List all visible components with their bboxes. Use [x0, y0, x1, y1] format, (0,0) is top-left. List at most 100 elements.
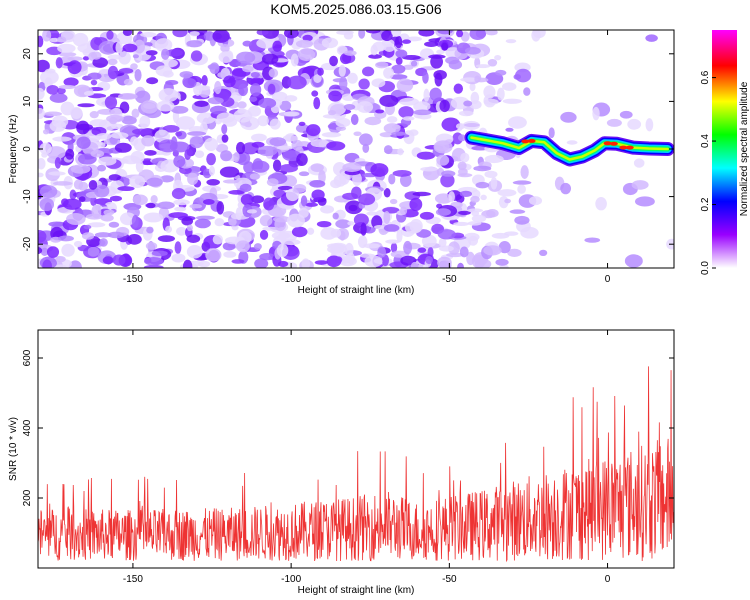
- noise-blob: [383, 224, 400, 232]
- noise-blob: [46, 84, 59, 95]
- noise-blob: [70, 107, 83, 120]
- noise-blob: [470, 195, 480, 203]
- noise-blob: [170, 105, 189, 114]
- noise-blob: [483, 85, 496, 99]
- noise-blob: [377, 246, 386, 258]
- noise-blob: [134, 39, 146, 54]
- noise-blob: [362, 143, 370, 153]
- noise-blob: [469, 30, 487, 40]
- snr-y-label: SNR (10 * v/v): [8, 417, 19, 481]
- noise-blob: [48, 221, 65, 227]
- noise-blob: [343, 104, 356, 111]
- noise-blob: [293, 183, 307, 193]
- noise-blob: [484, 170, 498, 178]
- noise-blob: [263, 197, 275, 211]
- noise-blob: [221, 124, 228, 135]
- noise-blob: [457, 167, 468, 176]
- noise-blob: [335, 126, 347, 131]
- noise-blob: [306, 227, 315, 235]
- noise-blob: [366, 211, 379, 216]
- noise-blob: [145, 202, 156, 209]
- noise-blob: [391, 131, 407, 136]
- snr-panel: -150 -100 -50 0 200 400 600 Height of straigh…: [8, 329, 675, 596]
- noise-blob: [160, 58, 178, 68]
- noise-blob: [94, 232, 112, 238]
- y-tick-label: -10: [22, 189, 33, 204]
- noise-blob: [130, 136, 139, 146]
- noise-blob: [438, 237, 447, 248]
- noise-blob: [274, 217, 287, 232]
- noise-blob: [110, 132, 129, 139]
- noise-blob: [446, 252, 464, 258]
- noise-blob: [624, 254, 643, 268]
- noise-blob: [251, 160, 270, 173]
- noise-blob: [627, 118, 642, 130]
- noise-blob: [207, 97, 224, 105]
- noise-blob: [483, 98, 499, 105]
- noise-blob: [460, 77, 479, 82]
- noise-blob: [236, 240, 250, 253]
- noise-blob: [290, 53, 299, 67]
- noise-blob: [320, 205, 335, 214]
- noise-blob: [186, 234, 201, 243]
- noise-blob: [276, 243, 289, 258]
- noise-blob: [335, 219, 351, 229]
- noise-blob: [42, 129, 50, 135]
- noise-blob: [528, 196, 543, 206]
- noise-blob: [235, 141, 246, 155]
- noise-blob: [107, 65, 119, 80]
- noise-blob: [458, 210, 471, 215]
- noise-blob: [409, 219, 423, 233]
- noise-blob: [364, 255, 383, 268]
- noise-blob: [145, 50, 158, 56]
- noise-blob: [634, 196, 655, 207]
- noise-blob: [257, 115, 269, 127]
- noise-blob: [383, 123, 401, 134]
- noise-blob: [57, 87, 66, 95]
- noise-blob: [467, 221, 482, 226]
- noise-blob: [190, 50, 203, 62]
- noise-blob: [38, 247, 43, 255]
- noise-blob: [375, 61, 389, 69]
- noise-blob: [313, 96, 321, 110]
- noise-blob: [548, 127, 555, 139]
- noise-blob: [383, 188, 391, 198]
- noise-blob: [38, 172, 44, 178]
- noise-blob: [470, 91, 480, 105]
- noise-blob: [311, 90, 319, 97]
- y-tick-label: 200: [22, 489, 33, 506]
- noise-blob: [453, 83, 464, 94]
- noise-blob: [298, 171, 310, 177]
- noise-blob: [515, 68, 532, 83]
- noise-blob: [560, 111, 577, 123]
- noise-blob: [338, 256, 357, 267]
- noise-blob: [99, 238, 108, 247]
- noise-blob: [395, 49, 408, 58]
- noise-blob: [645, 34, 658, 42]
- noise-blob: [592, 106, 600, 121]
- noise-blob: [279, 163, 298, 173]
- noise-blob: [469, 82, 476, 92]
- noise-blob: [645, 118, 654, 132]
- noise-blob: [195, 85, 211, 91]
- noise-blob: [283, 111, 300, 117]
- noise-blob: [373, 225, 386, 230]
- noise-blob: [212, 234, 224, 245]
- noise-blob: [356, 101, 374, 113]
- noise-blob: [97, 164, 107, 172]
- noise-blob: [58, 84, 77, 90]
- noise-blob: [277, 185, 293, 191]
- noise-blob: [335, 117, 351, 128]
- noise-blob: [165, 80, 179, 86]
- noise-blob: [144, 149, 157, 156]
- noise-blob: [100, 214, 114, 222]
- noise-blob: [143, 264, 164, 268]
- noise-blob: [233, 151, 240, 163]
- noise-blob: [464, 46, 481, 55]
- noise-blob: [394, 35, 403, 49]
- noise-blob: [249, 173, 261, 180]
- spectrogram-ridge: [464, 130, 674, 167]
- noise-blob: [238, 83, 249, 97]
- noise-blob: [159, 175, 174, 183]
- noise-blob: [174, 206, 187, 212]
